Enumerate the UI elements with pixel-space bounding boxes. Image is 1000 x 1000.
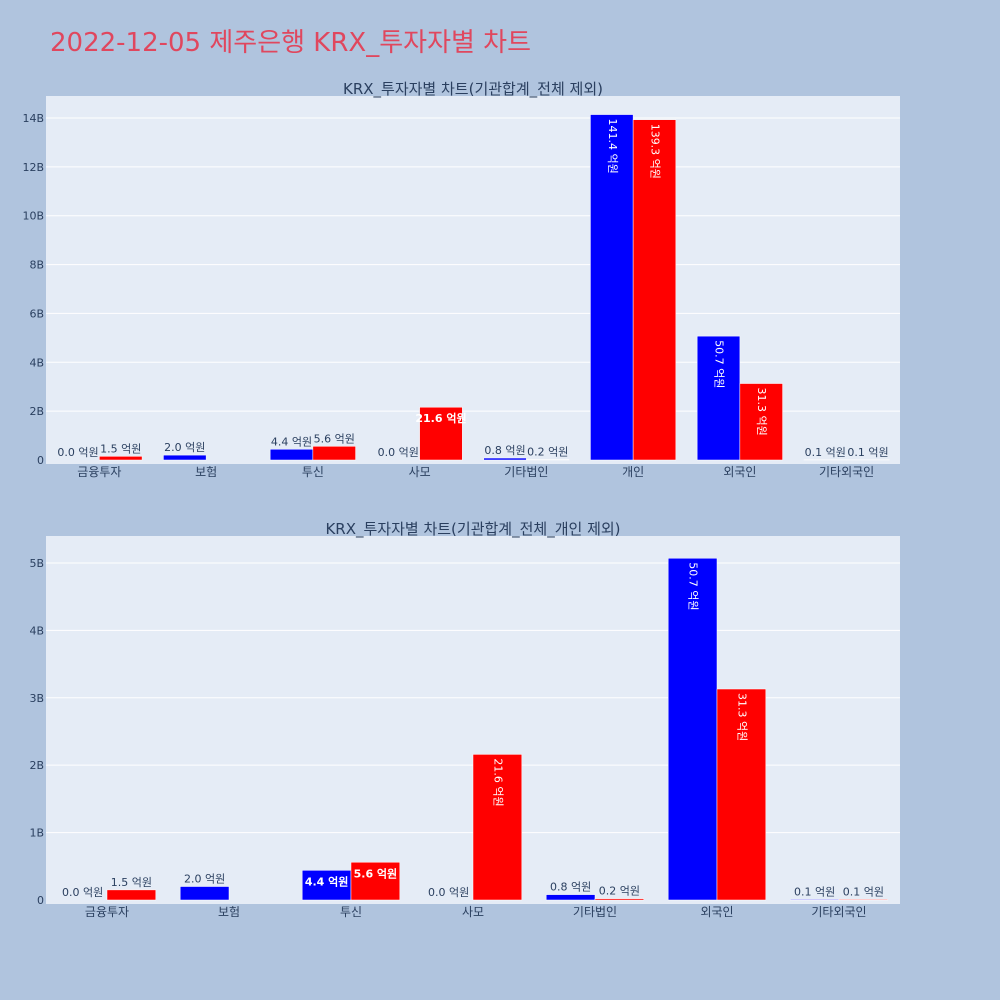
y-tick-label: 1B <box>29 827 44 840</box>
data-label: 0.1 억원 <box>847 446 888 459</box>
page-title: 2022-12-05 제주은행 KRX_투자자별 차트 <box>50 28 532 58</box>
bar <box>789 899 840 901</box>
bar <box>106 889 157 901</box>
bar <box>590 114 634 461</box>
y-tick-label: 0 <box>37 454 44 467</box>
chart-title: KRX_투자자별 차트(기관합계_전체_개인 제외) <box>325 520 620 539</box>
data-label: 2.0 억원 <box>164 441 205 454</box>
bar <box>739 383 783 461</box>
y-tick-label: 2B <box>29 759 44 772</box>
bar <box>179 886 230 901</box>
bar <box>419 406 463 461</box>
data-label: 50.7 억원 <box>713 340 726 388</box>
data-label: 0.1 억원 <box>805 446 846 459</box>
x-tick-label: 사모 <box>462 905 484 919</box>
data-label: 0.1 억원 <box>843 885 884 898</box>
bar <box>472 754 523 901</box>
bar <box>99 456 143 461</box>
y-tick-label: 3B <box>29 692 44 705</box>
y-tick-label: 4B <box>29 356 44 369</box>
data-label: 4.4 억원 <box>305 874 349 888</box>
x-tick-label: 금융투자 <box>77 465 121 479</box>
y-tick-label: 2B <box>29 405 44 418</box>
y-tick-label: 4B <box>29 624 44 637</box>
bar <box>838 899 889 901</box>
bar <box>269 449 314 461</box>
data-label: 0.8 억원 <box>484 444 525 457</box>
x-tick-label: 투신 <box>302 465 324 479</box>
x-tick-label: 보험 <box>218 905 240 919</box>
bar <box>483 457 527 461</box>
chart-1: KRX_투자자별 차트(기관합계_전체 제외) 0 2B 4B 6B 8B 10B 12B 14… <box>22 80 900 479</box>
bar <box>716 688 767 901</box>
data-label: 31.3 억원 <box>755 388 768 436</box>
data-label: 0.8 억원 <box>550 881 591 894</box>
data-label: 0.0 억원 <box>378 446 419 459</box>
y-tick-label: 10B <box>22 210 44 223</box>
bar <box>312 446 356 461</box>
bar <box>667 557 718 901</box>
x-tick-label: 기타외국인 <box>811 905 866 919</box>
data-label: 0.0 억원 <box>428 886 469 899</box>
data-label: 4.4 억원 <box>271 435 312 448</box>
data-label: 31.3 억원 <box>735 693 748 741</box>
data-label: 141.4 억원 <box>606 119 619 174</box>
chart-2: KRX_투자자별 차트(기관합계_전체_개인 제외) 0 1B 2B 3B 4B 5B 금융투… <box>29 520 900 919</box>
data-label: 50.7 억원 <box>687 562 700 610</box>
data-label: 5.6 억원 <box>314 432 355 445</box>
y-tick-label: 12B <box>22 161 44 174</box>
x-tick-label: 기타법인 <box>504 465 548 479</box>
data-label: 0.2 억원 <box>599 885 640 898</box>
data-label: 0.1 억원 <box>794 885 835 898</box>
data-label: 21.6 억원 <box>491 758 504 806</box>
x-tick-label: 기타외국인 <box>819 465 874 479</box>
x-tick-label: 기타법인 <box>573 905 617 919</box>
y-tick-label: 5B <box>29 557 44 570</box>
x-tick-label: 사모 <box>409 465 431 479</box>
bar <box>545 894 596 901</box>
bar <box>696 335 741 461</box>
x-tick-label: 보험 <box>195 465 217 479</box>
data-label: 1.5 억원 <box>100 442 141 455</box>
bar <box>350 862 401 901</box>
y-tick-label: 0 <box>37 894 44 907</box>
data-label: 21.6 억원 <box>415 411 466 425</box>
x-tick-label: 외국인 <box>723 465 756 479</box>
data-label: 2.0 억원 <box>184 873 225 886</box>
bar <box>301 870 352 901</box>
y-tick-label: 14B <box>22 112 44 125</box>
x-tick-label: 투신 <box>340 905 362 919</box>
x-tick-label: 금융투자 <box>85 905 129 919</box>
x-tick-label: 개인 <box>622 465 644 479</box>
bar <box>632 119 677 461</box>
data-label: 0.0 억원 <box>57 446 98 459</box>
y-tick-label: 6B <box>29 307 44 320</box>
bar <box>163 454 207 461</box>
data-label: 1.5 억원 <box>111 876 152 889</box>
x-tick-label: 외국인 <box>700 905 733 919</box>
chart-title: KRX_투자자별 차트(기관합계_전체 제외) <box>343 80 603 99</box>
data-label: 139.3 억원 <box>648 124 661 179</box>
data-label: 0.0 억원 <box>62 886 103 899</box>
data-label: 0.2 억원 <box>527 446 568 459</box>
bar <box>594 898 645 901</box>
y-tick-label: 8B <box>29 259 44 272</box>
data-label: 5.6 억원 <box>354 866 398 880</box>
